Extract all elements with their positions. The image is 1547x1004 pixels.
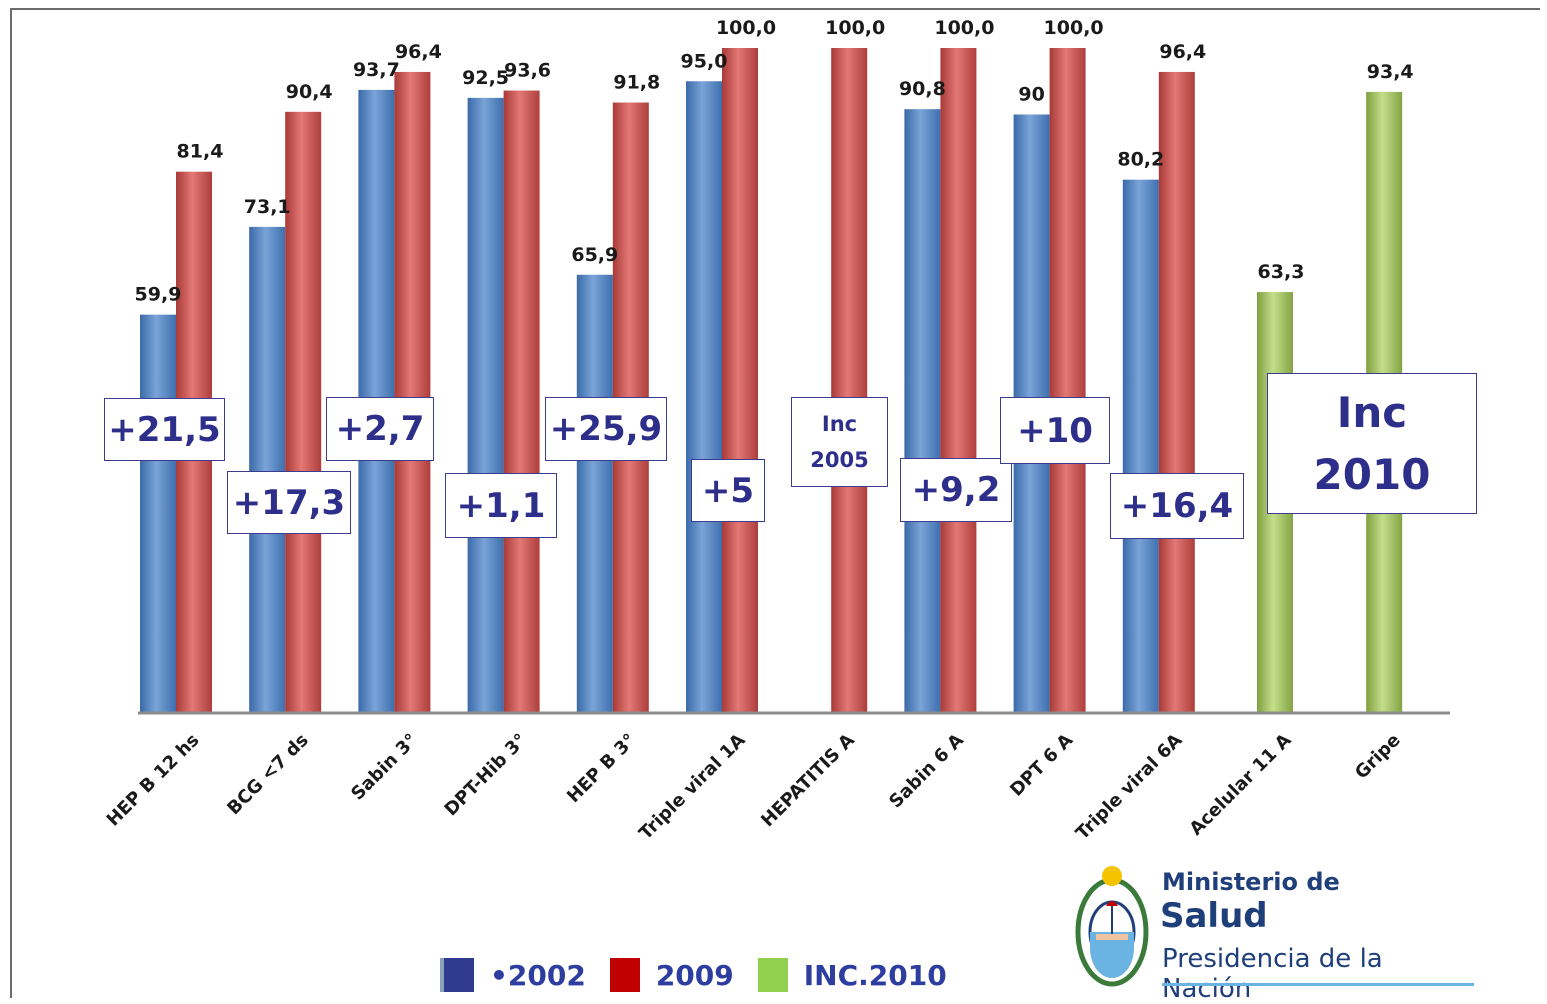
data-label: 95,0 [681, 50, 728, 72]
data-label: 96,4 [395, 41, 442, 63]
data-label: 90,8 [899, 78, 946, 100]
bar-2002 [467, 97, 504, 713]
annotation-box: +17,3 [227, 471, 351, 534]
data-label: 63,3 [1258, 261, 1305, 283]
annotation-box: +21,5 [104, 398, 225, 461]
category-label: Gripe [1351, 730, 1405, 784]
legend-label: •2002 [490, 958, 586, 992]
bar-2002 [1122, 179, 1159, 714]
bar-2009 [1049, 48, 1086, 713]
data-label: 100,0 [934, 17, 994, 39]
logo-line2: Salud [1160, 896, 1268, 936]
category-label: HEPATITIS A [757, 730, 859, 832]
category-label: Sabin 3° [347, 730, 422, 805]
bar-2009 [722, 48, 758, 713]
bar-2002 [249, 226, 286, 713]
legend-swatch [609, 958, 640, 992]
data-label: 81,4 [177, 141, 224, 163]
data-label: 90,4 [286, 81, 333, 103]
category-label: Triple viral 1A [635, 730, 749, 844]
bar-2002 [576, 274, 613, 713]
category-label: DPT 6 A [1006, 730, 1077, 801]
annotation-box: +9,2 [900, 458, 1012, 522]
bar-2002 [686, 81, 722, 713]
legend: •2002 2009 INC.2010 [440, 958, 971, 992]
category-label: DPT-Hib 3° [441, 730, 532, 821]
annotation-box: Inc 2010 [1267, 373, 1477, 514]
bar-2009 [285, 111, 322, 714]
logo-line1: Ministerio de [1162, 868, 1340, 896]
data-label: 93,7 [353, 59, 400, 81]
data-label: 80,2 [1117, 149, 1164, 171]
data-label: 59,9 [135, 284, 182, 306]
data-label: 73,1 [244, 196, 291, 218]
annotation-box: Inc 2005 [791, 397, 888, 487]
bar-2009 [503, 90, 540, 713]
annotation-box: +5 [691, 459, 765, 522]
category-label: Acelular 11 A [1186, 730, 1296, 840]
annotation-box: +25,9 [545, 397, 667, 461]
logo-line3: Presidencia de la Nación [1162, 944, 1383, 1004]
data-label: 90 [1018, 84, 1044, 106]
data-label: 92,5 [462, 67, 509, 89]
data-label: 96,4 [1159, 41, 1206, 63]
bar-2002 [904, 109, 941, 714]
chart-frame [10, 8, 1540, 998]
bar-2002 [140, 314, 176, 713]
legend-label: 2009 [655, 958, 734, 992]
data-label: 91,8 [613, 72, 660, 94]
legend-item-2009: 2009 [609, 958, 734, 992]
data-label: 100,0 [1044, 17, 1104, 39]
category-label: Triple viral 6A [1072, 730, 1186, 844]
annotation-box: +1,1 [445, 473, 557, 538]
data-label: 93,4 [1367, 61, 1414, 83]
legend-swatch [440, 958, 474, 992]
data-label: 93,6 [504, 60, 551, 82]
category-label: Sabin 6 A [885, 730, 968, 813]
coat-of-arms-icon [1075, 866, 1149, 987]
annotation-box: +16,4 [1110, 473, 1244, 539]
ministerio-salud-logo: Ministerio de Salud Presidencia de la Na… [1070, 862, 1480, 1004]
legend-label: INC.2010 [803, 958, 947, 992]
legend-item-2002: •2002 [440, 958, 586, 992]
bar-2009 [940, 48, 977, 713]
category-label: HEP B 12 hs [103, 730, 204, 831]
category-label: HEP B 3° [563, 730, 640, 807]
category-label: BCG <7 ds [223, 730, 312, 819]
logo-rule [1162, 983, 1474, 986]
bar-2009 [831, 48, 868, 713]
legend-item-inc2010: INC.2010 [757, 958, 947, 992]
data-label: 100,0 [716, 17, 776, 39]
data-label: 65,9 [571, 244, 618, 266]
data-label: 100,0 [825, 17, 885, 39]
annotation-box: +10 [1000, 397, 1110, 464]
bar-2009 [1158, 71, 1195, 713]
legend-swatch [757, 958, 788, 992]
annotation-box: +2,7 [326, 397, 434, 461]
bar-2009 [394, 71, 431, 713]
